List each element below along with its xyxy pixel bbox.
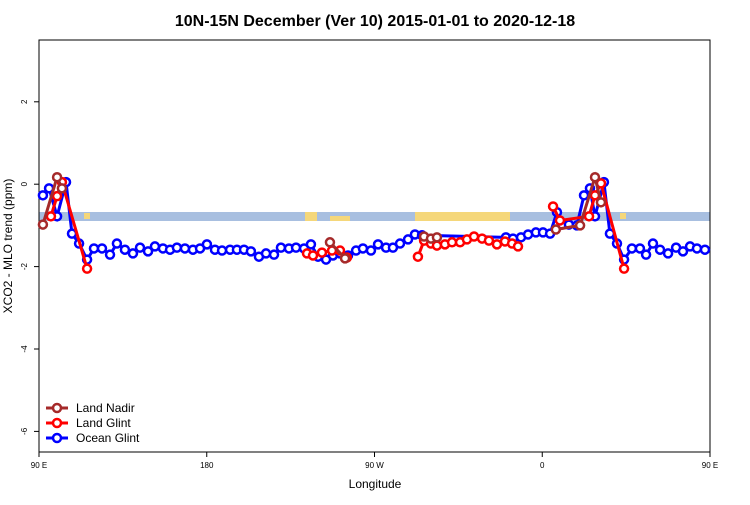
point [111,238,123,249]
legend-label: Land Nadir [76,401,135,415]
point [96,243,108,254]
point [677,246,689,257]
point [45,211,57,222]
x-tick-label: 180 [200,461,214,470]
point [216,245,228,256]
point [699,244,711,255]
point [179,243,191,254]
point [127,248,139,259]
point [37,190,49,201]
point [305,239,317,250]
y-tick-label: -4 [20,345,29,353]
y-tick-label: 0 [20,181,29,186]
point [589,171,601,183]
point [275,242,287,253]
point [260,248,272,259]
map-strip [39,212,710,221]
point [431,240,443,251]
point [324,237,336,248]
point [583,211,595,222]
y-tick-label: -6 [20,427,29,435]
point [654,244,666,255]
point [134,242,146,253]
point [483,235,495,246]
legend-marker [51,432,63,444]
legend-marker [51,417,63,429]
point [51,190,63,202]
point [37,219,49,230]
point [142,246,154,257]
point [171,242,183,253]
x-tick-label: 90 E [702,461,718,470]
point [512,241,524,252]
point [119,244,131,255]
legend-marker [51,402,63,414]
point [201,239,213,250]
point [554,215,566,226]
y-tick-label: -2 [20,262,29,270]
point [290,242,302,253]
y-tick-label: 2 [20,99,29,104]
point [618,263,630,274]
legend-label: Land Glint [76,416,131,430]
point [149,241,161,252]
point [647,238,659,249]
x-axis-label: Longitude [349,477,402,491]
point [81,263,93,274]
point [357,243,369,254]
point [691,243,703,254]
point [339,253,351,264]
x-tick-label: 90 E [31,461,47,470]
point [431,232,443,243]
point [412,251,424,262]
point [634,243,646,254]
point [104,249,116,260]
point [402,234,414,245]
point [595,197,607,208]
y-axis-label: XCO2 - MLO trend (ppm) [1,179,15,314]
point [574,220,586,231]
point [550,224,562,235]
point [468,231,480,242]
x-tick-label: 90 W [365,461,384,470]
point [268,249,280,260]
point [245,246,257,257]
point [578,190,590,201]
point [394,238,406,249]
point [56,183,68,194]
point [640,249,652,260]
point [365,245,377,256]
point [547,201,559,212]
legend-label: Ocean Glint [76,431,140,445]
x-tick-label: 0 [540,461,545,470]
point [316,247,328,258]
point [662,248,674,259]
point [51,171,63,183]
point [307,250,319,261]
chart-title: 10N-15N December (Ver 10) 2015-01-01 to … [175,13,575,30]
